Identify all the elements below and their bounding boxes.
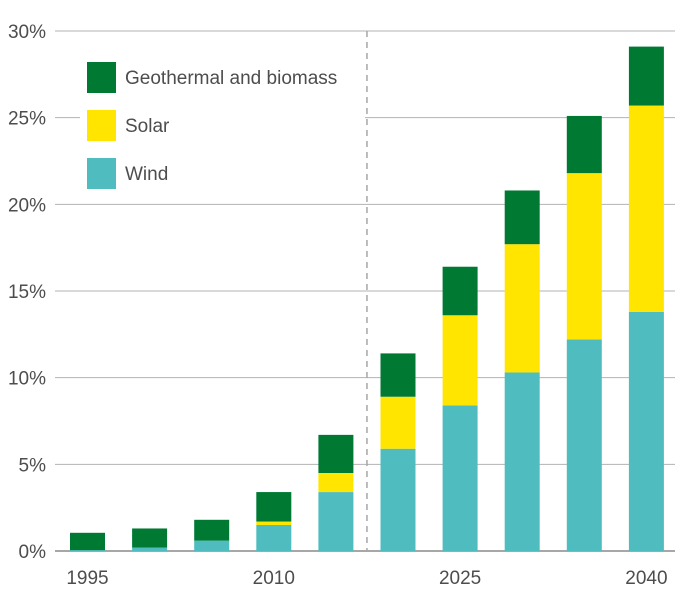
bar-geothermal-and-biomass-2015 xyxy=(318,434,354,473)
y-tick-label: 15% xyxy=(8,282,46,303)
legend-background xyxy=(80,56,365,196)
bar-wind-2015 xyxy=(318,492,354,551)
y-tick-label: 0% xyxy=(19,542,47,563)
bar-geothermal-and-biomass-2000 xyxy=(132,528,168,548)
bar-geothermal-and-biomass-2010 xyxy=(256,492,292,522)
bars xyxy=(70,46,664,551)
x-tick-label: 2040 xyxy=(625,568,667,589)
bar-stack-2005 xyxy=(194,519,230,551)
bar-wind-1995 xyxy=(70,550,105,551)
bar-stack-2035 xyxy=(566,115,602,551)
bar-wind-2010 xyxy=(256,525,292,551)
bar-solar-2010 xyxy=(256,521,292,525)
bar-solar-2030 xyxy=(504,244,540,373)
y-tick-label: 5% xyxy=(19,455,47,476)
bar-stack-2025 xyxy=(442,266,478,551)
x-tick-label: 2025 xyxy=(439,568,481,589)
legend-label-solar: Solar xyxy=(125,116,170,137)
x-tick-label: 1995 xyxy=(66,568,108,589)
bar-geothermal-and-biomass-2020 xyxy=(380,353,416,397)
bar-stack-2020 xyxy=(380,353,416,551)
legend: Geothermal and biomass Solar Wind xyxy=(80,56,365,196)
y-tick-label: 30% xyxy=(8,22,46,43)
x-tick-label: 2010 xyxy=(253,568,295,589)
legend-label-wind: Wind xyxy=(125,164,168,185)
bar-stack-2010 xyxy=(256,492,292,551)
legend-swatch-solar xyxy=(87,110,116,141)
bar-solar-2040 xyxy=(628,105,664,312)
bar-stack-2000 xyxy=(132,528,168,551)
bar-stack-1995 xyxy=(70,532,105,551)
bar-wind-2030 xyxy=(504,372,540,551)
bar-geothermal-and-biomass-2005 xyxy=(194,519,230,541)
bar-stack-2030 xyxy=(504,190,540,551)
y-axis-tick-labels: 0% 5% 10% 15% 20% 25% 30% xyxy=(8,22,46,563)
bar-geothermal-and-biomass-2025 xyxy=(442,266,478,316)
bar-wind-2000 xyxy=(132,547,168,551)
bar-wind-2040 xyxy=(628,311,664,551)
legend-swatch-geothermal-and-biomass xyxy=(87,62,116,93)
bar-solar-2015 xyxy=(318,473,354,493)
bar-solar-2025 xyxy=(442,315,478,406)
bar-geothermal-and-biomass-2030 xyxy=(504,190,540,245)
bar-stack-2040 xyxy=(628,46,664,551)
bar-wind-2020 xyxy=(380,448,416,551)
bar-solar-2035 xyxy=(566,173,602,340)
bar-wind-2035 xyxy=(566,339,602,551)
bar-wind-2005 xyxy=(194,540,230,551)
y-tick-label: 10% xyxy=(8,369,46,390)
bar-stack-2015 xyxy=(318,434,354,551)
bar-geothermal-and-biomass-2040 xyxy=(628,46,664,106)
x-axis-tick-labels: 1995 2010 2025 2040 xyxy=(66,568,667,589)
bar-geothermal-and-biomass-2035 xyxy=(566,115,602,174)
bar-geothermal-and-biomass-1995 xyxy=(70,532,105,551)
legend-swatch-wind xyxy=(87,158,116,189)
y-tick-label: 20% xyxy=(8,195,46,216)
y-tick-label: 25% xyxy=(8,109,46,130)
bar-solar-2020 xyxy=(380,396,416,449)
legend-label-geothermal-and-biomass: Geothermal and biomass xyxy=(125,68,337,89)
bar-wind-2025 xyxy=(442,405,478,551)
